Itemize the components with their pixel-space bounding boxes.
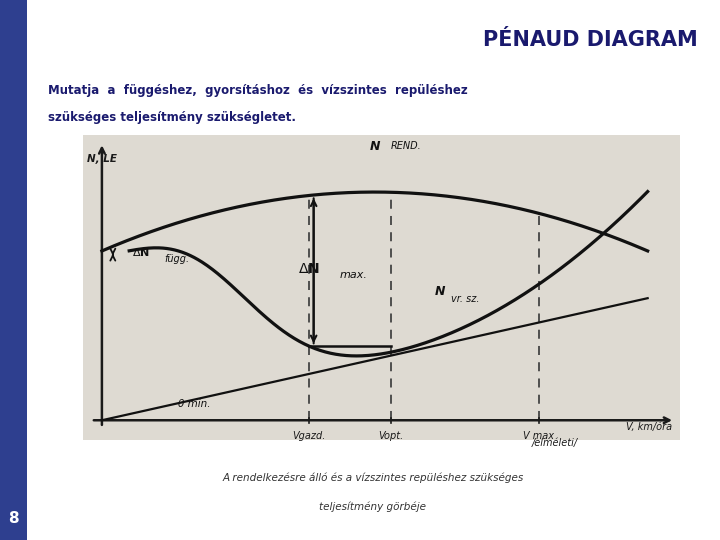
Text: N, LE: N, LE <box>86 153 117 164</box>
Text: teljesítmény görbéje: teljesítmény görbéje <box>320 501 426 511</box>
Text: Vopt.: Vopt. <box>379 431 404 441</box>
Text: Vgazd.: Vgazd. <box>292 431 326 441</box>
Text: Mutatja  a  függéshez,  gyorsításhoz  és  vízszintes  repüléshez: Mutatja a függéshez, gyorsításhoz és víz… <box>48 84 468 97</box>
Text: TSB: TSB <box>42 64 60 73</box>
Text: 8: 8 <box>9 511 19 526</box>
Text: V max: V max <box>523 431 554 441</box>
Text: KBSZ: KBSZ <box>36 23 66 33</box>
Text: max.: max. <box>339 270 367 280</box>
Text: N: N <box>435 285 446 298</box>
Text: V, km/óra: V, km/óra <box>626 422 672 432</box>
Text: A rendelkezésre álló és a vízszintes repüléshez szükséges: A rendelkezésre álló és a vízszintes rep… <box>222 473 523 483</box>
Text: függ.: függ. <box>165 254 190 264</box>
Text: REND.: REND. <box>391 141 422 151</box>
Text: $\Delta$N: $\Delta$N <box>132 246 150 258</box>
FancyBboxPatch shape <box>27 8 110 84</box>
Text: N: N <box>370 140 380 153</box>
Text: /elméleti/: /elméleti/ <box>532 438 578 448</box>
Text: szükséges teljesítmény szükségletet.: szükséges teljesítmény szükségletet. <box>48 111 296 124</box>
Text: KÖZ.EREDÉSBIZTONSÁGI
SZERVEZET: KÖZ.EREDÉSBIZTONSÁGI SZERVEZET <box>117 19 179 30</box>
Text: TRANSPORTATION SAFETY
BUREAU: TRANSPORTATION SAFETY BUREAU <box>117 50 181 61</box>
Text: vr. sz.: vr. sz. <box>451 294 480 303</box>
Text: PÉNAUD DIAGRAM: PÉNAUD DIAGRAM <box>483 30 698 51</box>
Text: θ min.: θ min. <box>179 399 211 409</box>
Text: $\Delta$N: $\Delta$N <box>298 262 320 276</box>
